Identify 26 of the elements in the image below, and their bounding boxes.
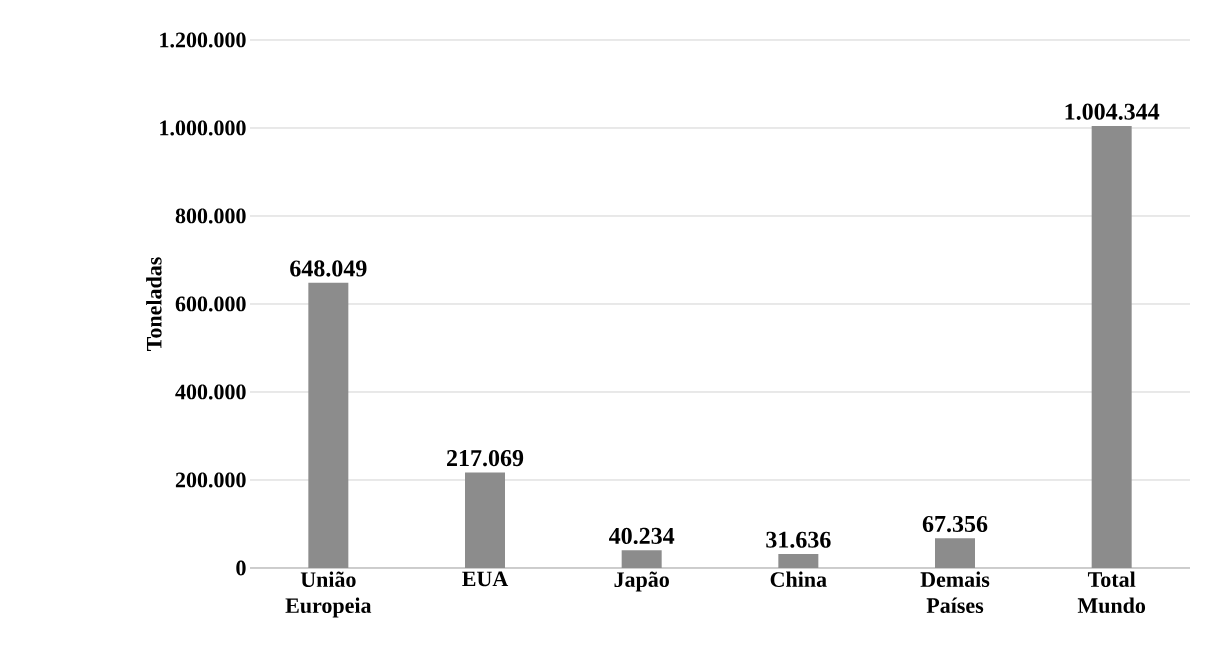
bar bbox=[778, 554, 819, 568]
data-label: 40.234 bbox=[609, 527, 675, 545]
bar bbox=[621, 550, 662, 568]
y-tick-label: 400.000 bbox=[175, 384, 246, 400]
x-tick-label: EUA bbox=[462, 571, 509, 587]
y-tick-label: 0 bbox=[236, 560, 246, 576]
bar bbox=[465, 472, 506, 568]
y-tick-label: 200.000 bbox=[175, 472, 246, 488]
y-tick-label: 800.000 bbox=[175, 208, 246, 224]
data-label: 67.356 bbox=[922, 515, 988, 533]
x-tick-label: Demais Países bbox=[920, 571, 990, 613]
y-tick-label: 600.000 bbox=[175, 296, 246, 312]
data-label: 217.069 bbox=[447, 449, 524, 467]
bar bbox=[1091, 126, 1132, 568]
x-tick-label: Japão bbox=[614, 571, 669, 592]
bar bbox=[935, 538, 976, 568]
data-label: 1.004.344 bbox=[1065, 103, 1160, 120]
y-tick-label: 1.200.000 bbox=[160, 32, 246, 48]
y-tick-label: 1.000.000 bbox=[160, 120, 246, 136]
x-tick-label: União Europeia bbox=[285, 571, 372, 618]
data-label: 648.049 bbox=[290, 260, 367, 277]
x-tick-label: Total Mundo bbox=[1077, 571, 1146, 614]
bar bbox=[308, 282, 349, 568]
data-label: 31.636 bbox=[766, 531, 831, 548]
y-axis-title: Toneladas bbox=[146, 257, 162, 351]
x-tick-label: China bbox=[770, 571, 827, 587]
